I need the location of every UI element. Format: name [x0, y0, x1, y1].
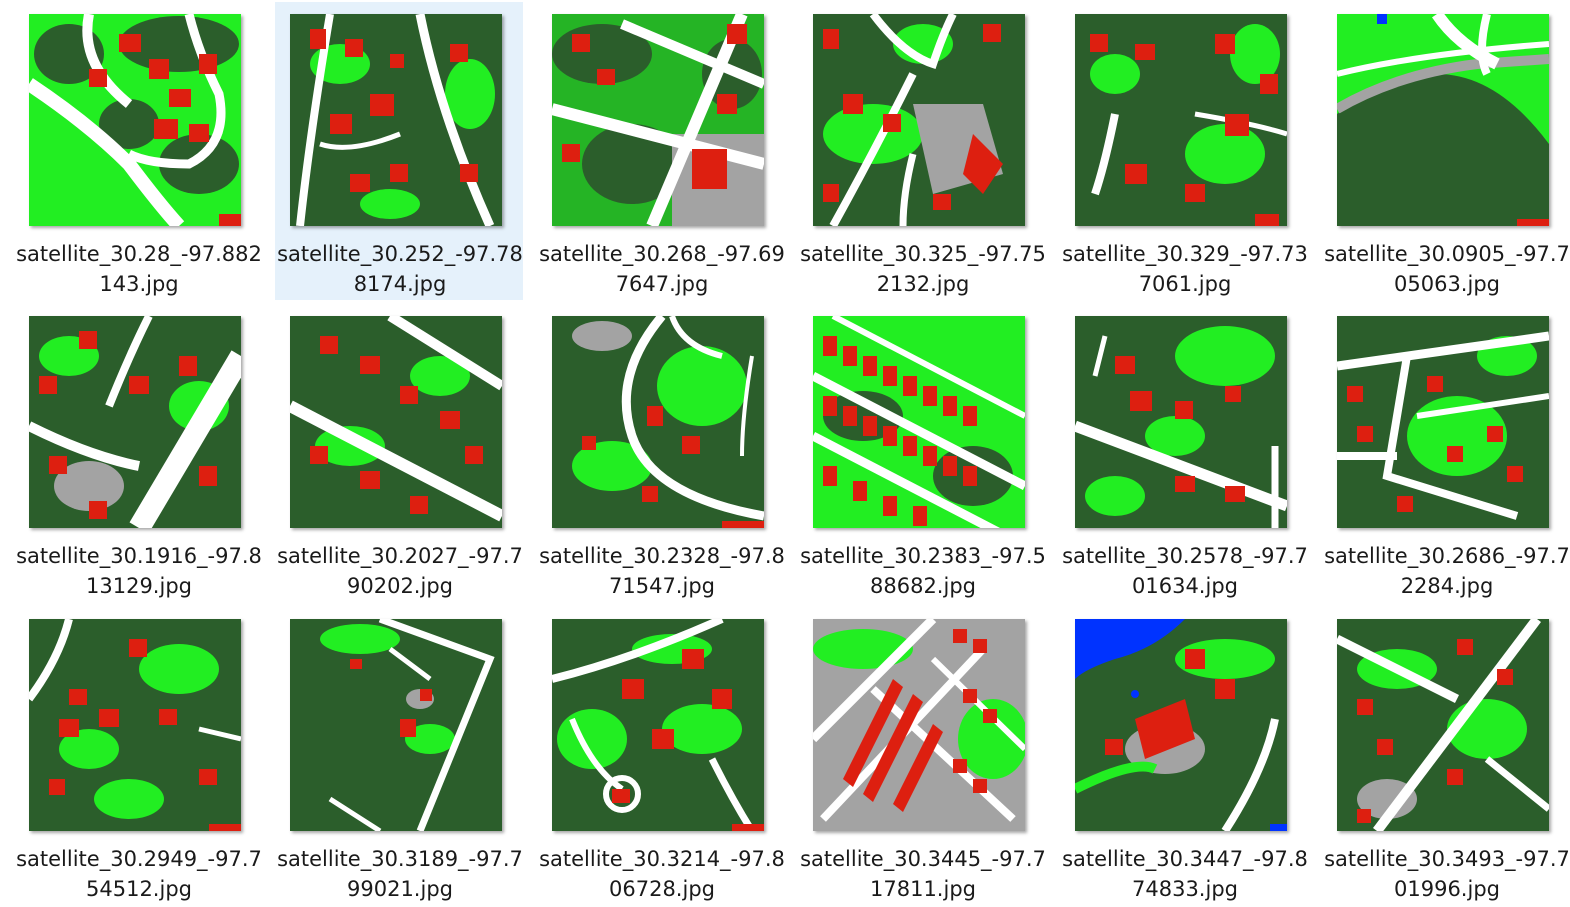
file-name-line-1: satellite_30.329_-97.73 [1062, 242, 1308, 266]
file-name-line-2: 88682.jpg [870, 574, 976, 598]
file-name: satellite_30.329_-97.73 7061.jpg [1061, 239, 1309, 299]
file-name: satellite_30.3214_-97.8 06728.jpg [538, 844, 786, 904]
file-name-line-1: satellite_30.3447_-97.8 [1062, 847, 1308, 871]
file-name-line-2: 99021.jpg [347, 877, 453, 901]
segmentation-thumbnail [1075, 316, 1287, 528]
file-name-line-1: satellite_30.325_-97.75 [800, 242, 1046, 266]
file-tile[interactable]: satellite_30.2949_-97.7 54512.jpg [14, 607, 262, 905]
file-name: satellite_30.3493_-97.7 01996.jpg [1323, 844, 1570, 904]
segmentation-thumbnail [1075, 619, 1287, 831]
file-name-line-2: 7061.jpg [1138, 272, 1232, 296]
file-name: satellite_30.2686_-97.7 2284.jpg [1323, 541, 1570, 601]
file-name: satellite_30.28_-97.882 143.jpg [15, 239, 263, 299]
file-name-line-1: satellite_30.2686_-97.7 [1324, 544, 1570, 568]
file-name-line-2: 90202.jpg [347, 574, 453, 598]
file-name-line-2: 06728.jpg [609, 877, 715, 901]
segmentation-thumbnail [552, 316, 764, 528]
file-tile[interactable]: satellite_30.325_-97.75 2132.jpg [798, 2, 1046, 300]
file-tile[interactable]: satellite_30.3189_-97.7 99021.jpg [275, 607, 523, 905]
file-name-line-1: satellite_30.3493_-97.7 [1324, 847, 1570, 871]
file-tile[interactable]: satellite_30.2328_-97.8 71547.jpg [537, 304, 785, 602]
segmentation-thumbnail [813, 14, 1025, 226]
file-name-line-1: satellite_30.28_-97.882 [16, 242, 262, 266]
file-name-line-1: satellite_30.252_-97.78 [277, 242, 523, 266]
file-tile[interactable]: satellite_30.3447_-97.8 74833.jpg [1060, 607, 1308, 905]
file-name: satellite_30.0905_-97.7 05063.jpg [1323, 239, 1570, 299]
file-name-line-2: 8174.jpg [353, 272, 447, 296]
file-name: satellite_30.3189_-97.7 99021.jpg [276, 844, 524, 904]
file-name-line-2: 7647.jpg [615, 272, 709, 296]
file-name-line-1: satellite_30.2949_-97.7 [16, 847, 262, 871]
file-name: satellite_30.3445_-97.7 17811.jpg [799, 844, 1047, 904]
segmentation-thumbnail [1337, 316, 1549, 528]
file-name: satellite_30.2328_-97.8 71547.jpg [538, 541, 786, 601]
file-tile[interactable]: satellite_30.329_-97.73 7061.jpg [1060, 2, 1308, 300]
file-name-line-2: 01996.jpg [1394, 877, 1500, 901]
file-tile[interactable]: satellite_30.1916_-97.8 13129.jpg [14, 304, 262, 602]
file-tile[interactable]: satellite_30.268_-97.69 7647.jpg [537, 2, 785, 300]
file-name-line-2: 05063.jpg [1394, 272, 1500, 296]
segmentation-thumbnail [29, 619, 241, 831]
file-name-line-1: satellite_30.268_-97.69 [539, 242, 785, 266]
file-name-line-2: 17811.jpg [870, 877, 976, 901]
file-tile[interactable]: satellite_30.3493_-97.7 01996.jpg [1322, 607, 1570, 905]
file-name: satellite_30.1916_-97.8 13129.jpg [15, 541, 263, 601]
file-name: satellite_30.2578_-97.7 01634.jpg [1061, 541, 1309, 601]
file-name: satellite_30.2949_-97.7 54512.jpg [15, 844, 263, 904]
segmentation-thumbnail [29, 316, 241, 528]
file-name: satellite_30.252_-97.78 8174.jpg [276, 239, 524, 299]
file-name-line-1: satellite_30.3445_-97.7 [800, 847, 1046, 871]
file-name-line-1: satellite_30.3189_-97.7 [277, 847, 523, 871]
segmentation-thumbnail [290, 619, 502, 831]
file-tile[interactable]: satellite_30.3214_-97.8 06728.jpg [537, 607, 785, 905]
file-name-line-2: 13129.jpg [86, 574, 192, 598]
file-tile[interactable]: satellite_30.2686_-97.7 2284.jpg [1322, 304, 1570, 602]
file-name-line-1: satellite_30.2578_-97.7 [1062, 544, 1308, 568]
file-name: satellite_30.2383_-97.5 88682.jpg [799, 541, 1047, 601]
file-name-line-1: satellite_30.3214_-97.8 [539, 847, 785, 871]
file-tile[interactable]: satellite_30.2383_-97.5 88682.jpg [798, 304, 1046, 602]
segmentation-thumbnail [1337, 14, 1549, 226]
file-name: satellite_30.325_-97.75 2132.jpg [799, 239, 1047, 299]
file-name-line-2: 71547.jpg [609, 574, 715, 598]
file-name: satellite_30.3447_-97.8 74833.jpg [1061, 844, 1309, 904]
file-name-line-2: 01634.jpg [1132, 574, 1238, 598]
segmentation-thumbnail [813, 316, 1025, 528]
file-name: satellite_30.2027_-97.7 90202.jpg [276, 541, 524, 601]
segmentation-thumbnail [29, 14, 241, 226]
file-name-line-2: 2284.jpg [1400, 574, 1494, 598]
file-tile[interactable]: satellite_30.2578_-97.7 01634.jpg [1060, 304, 1308, 602]
segmentation-thumbnail [1075, 14, 1287, 226]
file-name-line-2: 2132.jpg [876, 272, 970, 296]
segmentation-thumbnail [552, 14, 764, 226]
file-name: satellite_30.268_-97.69 7647.jpg [538, 239, 786, 299]
file-name-line-1: satellite_30.2027_-97.7 [277, 544, 523, 568]
file-tile[interactable]: satellite_30.0905_-97.7 05063.jpg [1322, 2, 1570, 300]
file-tile[interactable]: satellite_30.2027_-97.7 90202.jpg [275, 304, 523, 602]
file-name-line-2: 74833.jpg [1132, 877, 1238, 901]
file-name-line-1: satellite_30.2383_-97.5 [800, 544, 1046, 568]
file-tile[interactable]: satellite_30.3445_-97.7 17811.jpg [798, 607, 1046, 905]
segmentation-thumbnail [552, 619, 764, 831]
segmentation-thumbnail [813, 619, 1025, 831]
segmentation-thumbnail [1337, 619, 1549, 831]
file-name-line-1: satellite_30.1916_-97.8 [16, 544, 262, 568]
file-name-line-2: 143.jpg [99, 272, 179, 296]
segmentation-thumbnail [290, 14, 502, 226]
segmentation-thumbnail [290, 316, 502, 528]
file-name-line-1: satellite_30.2328_-97.8 [539, 544, 785, 568]
file-name-line-1: satellite_30.0905_-97.7 [1324, 242, 1570, 266]
file-tile-selected[interactable]: satellite_30.252_-97.78 8174.jpg [275, 2, 523, 300]
file-tile[interactable]: satellite_30.28_-97.882 143.jpg [14, 2, 262, 300]
file-name-line-2: 54512.jpg [86, 877, 192, 901]
